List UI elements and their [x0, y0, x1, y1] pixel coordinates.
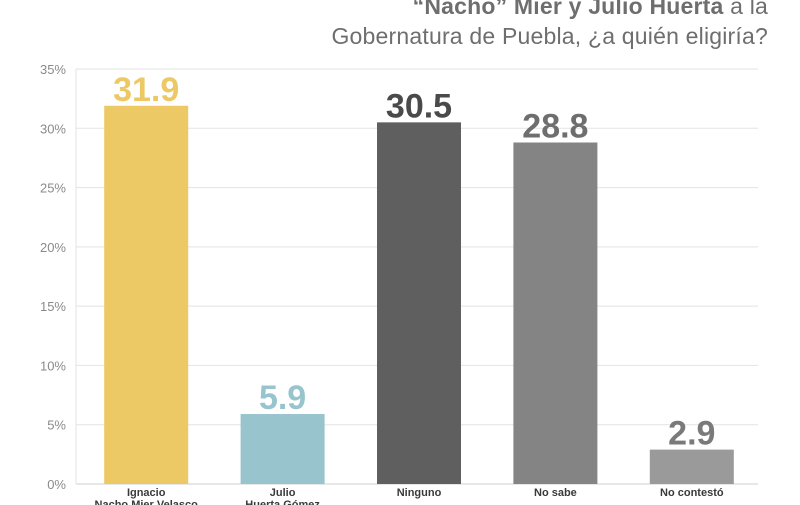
y-tick-label: 10% [40, 358, 66, 373]
bar [513, 142, 598, 484]
category-label: Ignacio [127, 487, 166, 499]
y-tick-label: 35% [40, 62, 66, 77]
chart-title-line-2: Gobernatura de Puebla, ¿a quién eligiría… [331, 23, 768, 49]
y-tick-label: 20% [40, 240, 66, 255]
data-label: 5.9 [259, 379, 306, 417]
chart-title-bold-a: “Nacho” Mier [412, 0, 563, 19]
category-label: Ninguno [397, 487, 442, 499]
category-label: No sabe [534, 487, 577, 499]
data-label: 2.9 [668, 415, 715, 453]
bar [377, 122, 461, 484]
bar [240, 414, 325, 484]
chart-title-tail: a la [730, 0, 768, 19]
category-label: No contestó [660, 487, 724, 499]
category-label: Huerta Gómez [245, 499, 320, 505]
y-tick-label: 25% [40, 181, 66, 196]
bar [104, 105, 189, 484]
category-label: Julio [270, 487, 296, 499]
y-tick-label: 0% [47, 477, 66, 492]
data-label: 30.5 [386, 87, 452, 125]
data-label: 31.9 [113, 71, 179, 109]
y-tick-label: 30% [40, 121, 66, 136]
y-tick-label: 5% [47, 418, 66, 433]
chart-title: “Nacho” Mier y Julio Huerta a la Goberna… [331, 0, 768, 51]
chart-title-bold-b: y Julio Huerta [568, 0, 724, 19]
bar [649, 449, 734, 484]
chart-title-line-1: “Nacho” Mier y Julio Huerta a la [331, 0, 768, 21]
data-label: 28.8 [522, 108, 588, 146]
category-label: Nacho Mier Velasco [95, 499, 199, 505]
y-tick-label: 15% [40, 299, 66, 314]
